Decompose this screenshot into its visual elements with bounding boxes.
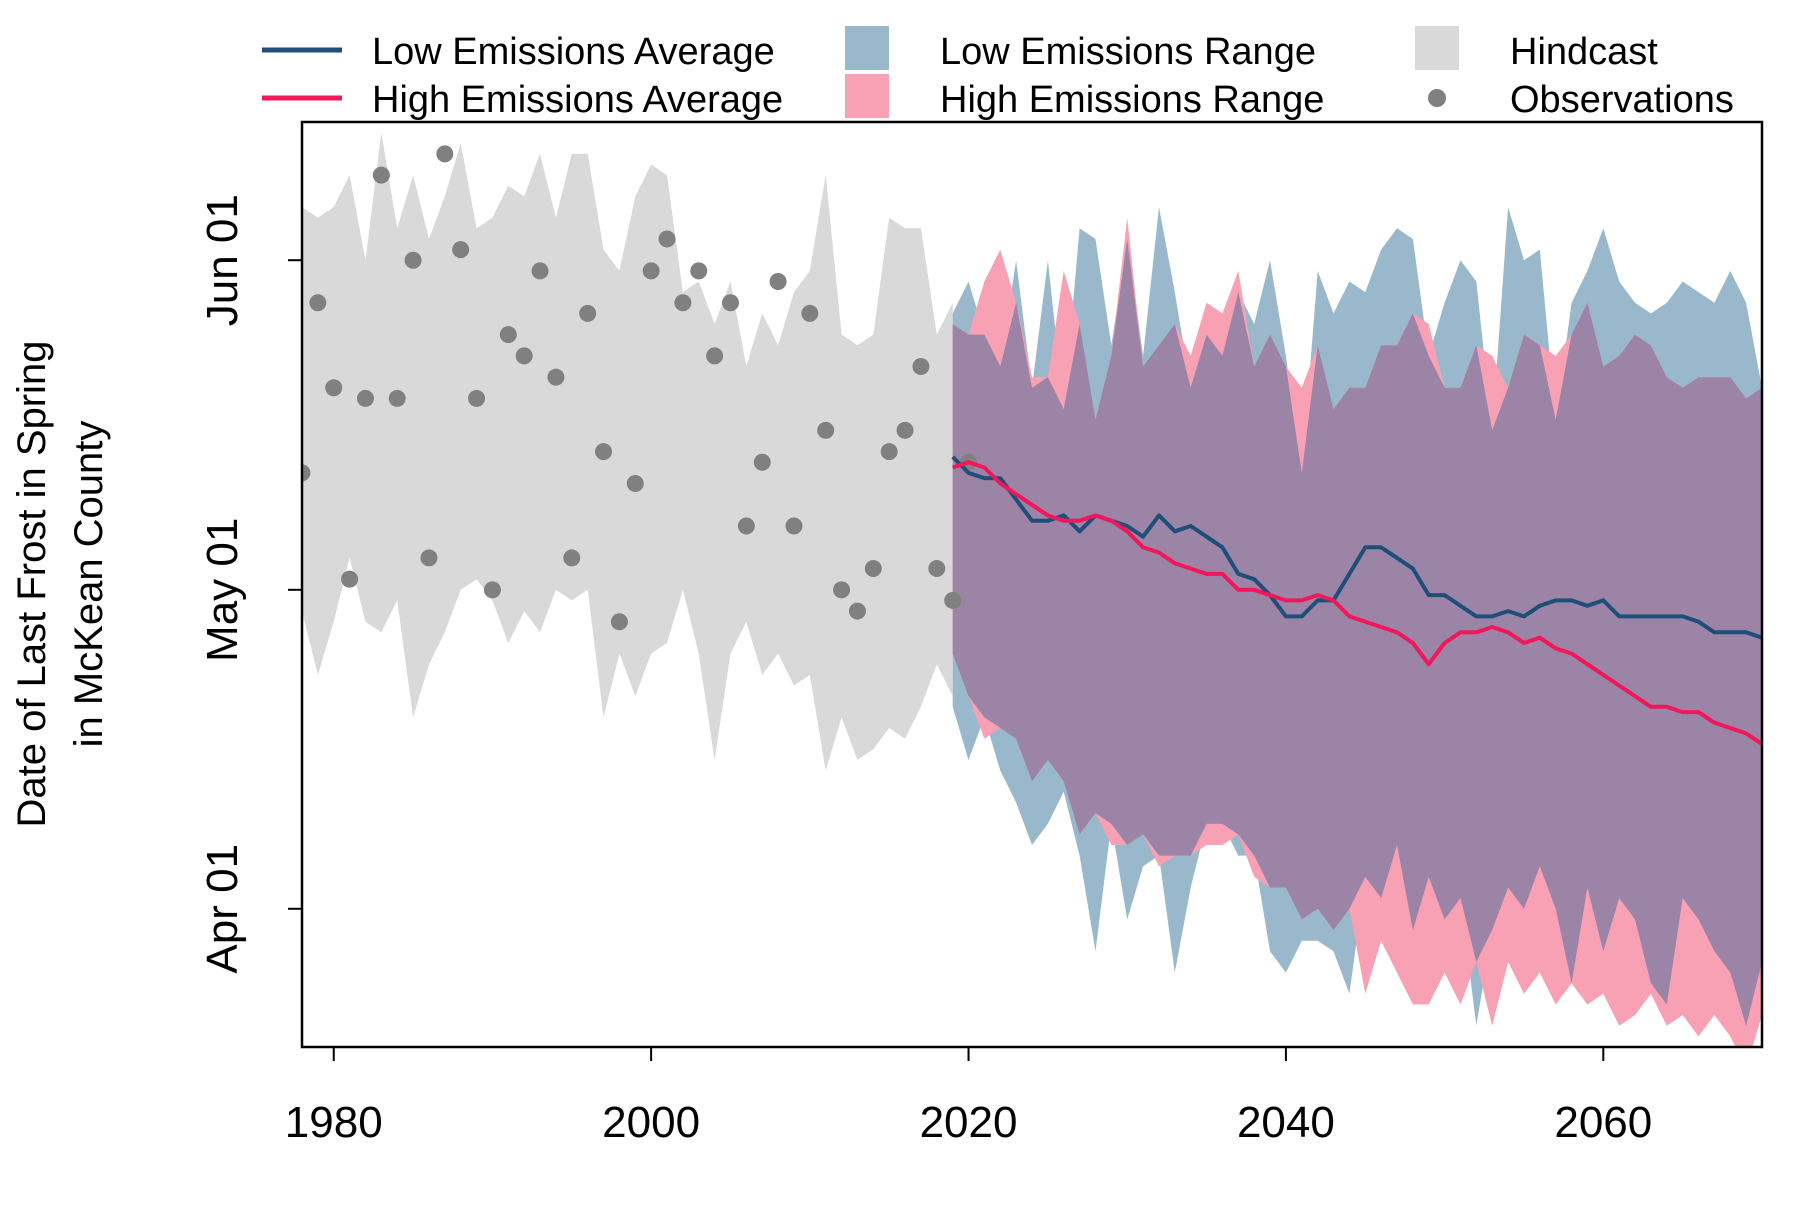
emissions-range-overlap [952, 239, 1762, 1026]
y-tick-label: Apr 01 [198, 844, 247, 974]
observation-point [817, 421, 835, 439]
legend-label: Hindcast [1510, 31, 1658, 73]
observation-point [721, 294, 739, 312]
legend-item: Observations [1428, 79, 1734, 121]
legend-label: Low Emissions Range [940, 31, 1316, 73]
observation-point [499, 326, 517, 344]
legend-item: Low Emissions Average [262, 31, 775, 73]
observation-point [642, 262, 660, 280]
y-tick-label: Jun 01 [198, 194, 247, 326]
observation-point [833, 581, 851, 599]
observation-point [420, 549, 438, 567]
legend-swatch-box [1415, 26, 1459, 70]
legend-label: Observations [1510, 79, 1734, 121]
observation-point [928, 560, 946, 578]
observation-point [753, 453, 771, 471]
observation-point [626, 474, 644, 492]
legend-label: High Emissions Range [940, 79, 1324, 121]
y-tick-label: May 01 [198, 518, 247, 662]
observation-point [563, 549, 581, 567]
observation-point [690, 262, 708, 280]
observation-point [309, 294, 327, 312]
legend-item: High Emissions Range [845, 74, 1324, 121]
legend-item: High Emissions Average [262, 79, 783, 121]
x-tick-label: 2060 [1554, 1098, 1652, 1147]
observation-point [579, 304, 597, 322]
observation-point [880, 443, 898, 461]
observation-point [912, 358, 930, 376]
observation-point [341, 570, 359, 588]
observation-point [896, 421, 914, 439]
observation-point [737, 517, 755, 535]
x-tick-label: 1980 [285, 1098, 383, 1147]
legend-swatch-box [845, 74, 889, 118]
x-tick-label: 2000 [602, 1098, 700, 1147]
legend-item: Hindcast [1415, 26, 1658, 73]
observation-point [848, 602, 866, 620]
y-axis-label-line2: in McKean County [67, 421, 111, 748]
observation-point [785, 517, 803, 535]
observation-point [388, 389, 406, 407]
observation-point [658, 230, 676, 248]
observation-point [674, 294, 692, 312]
observation-point [610, 613, 628, 631]
legend-item: Low Emissions Range [845, 26, 1316, 73]
high-emissions-average-line [952, 460, 1762, 746]
observation-point [864, 560, 882, 578]
observation-point [706, 347, 724, 365]
observation-point [468, 389, 486, 407]
observation-point [769, 272, 787, 290]
observation-point [595, 443, 613, 461]
legend-label: Low Emissions Average [372, 31, 775, 73]
x-axis: 1980 2000 2020 2040 2060 [285, 1047, 1652, 1147]
hindcast-band [302, 132, 953, 771]
observations-points [302, 145, 978, 631]
legend-label: High Emissions Average [372, 79, 783, 121]
legend-swatch-dot [1428, 89, 1446, 107]
observation-point [547, 368, 565, 386]
observation-point [531, 262, 549, 280]
observation-point [801, 304, 819, 322]
plot-frame [300, 120, 1764, 1049]
legend: Low Emissions Average High Emissions Aver… [262, 26, 1734, 121]
y-axis: Apr 01 May 01 Jun 01 [198, 194, 302, 974]
observation-point [944, 591, 962, 609]
observation-point [325, 379, 343, 397]
observation-point [356, 389, 374, 407]
observation-point [302, 464, 311, 482]
observation-point [436, 145, 454, 163]
observation-point [404, 251, 422, 269]
observation-point [452, 241, 470, 259]
observation-point [372, 166, 390, 184]
observation-point [515, 347, 533, 365]
x-tick-label: 2020 [920, 1098, 1018, 1147]
x-tick-label: 2040 [1237, 1098, 1335, 1147]
legend-swatch-box [845, 26, 889, 70]
y-axis-label-line1: Date of Last Frost in Spring [10, 341, 54, 828]
observation-point [483, 581, 501, 599]
low-emissions-average-line [951, 455, 1762, 640]
